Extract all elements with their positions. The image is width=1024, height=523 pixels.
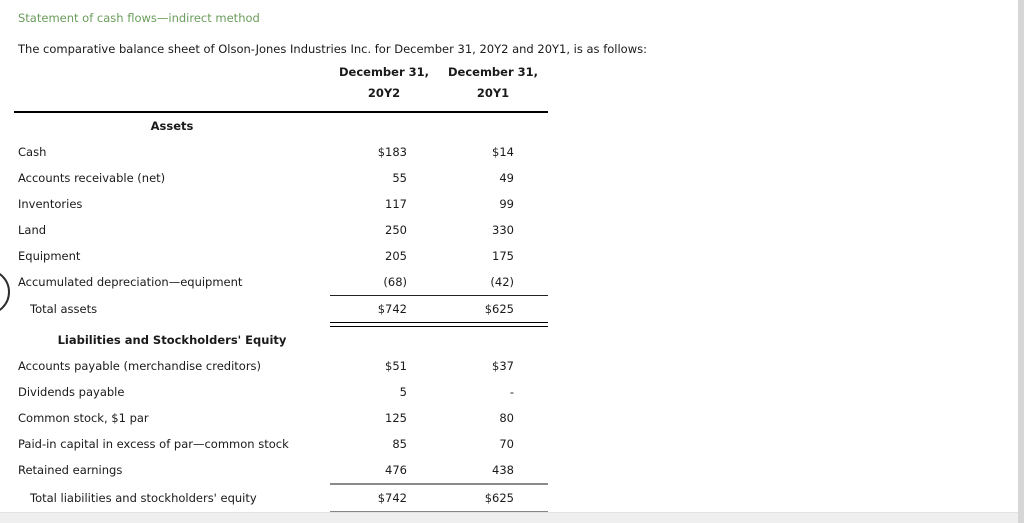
row-value-20y2: 55 — [392, 171, 407, 185]
section-label: Assets — [150, 119, 194, 133]
total-label: Total liabilities and stockholders' equi… — [30, 491, 257, 505]
row-label: Accumulated depreciation—equipment — [18, 275, 243, 289]
row-value-20y2: 205 — [385, 249, 407, 263]
row-value-20y2: 250 — [385, 223, 407, 237]
row-value-20y1: $14 — [492, 145, 514, 159]
row-label: Dividends payable — [18, 385, 125, 399]
header-spacer — [14, 62, 330, 104]
row-value-20y1: (42) — [490, 275, 514, 289]
row-value-20y1: 80 — [499, 411, 514, 425]
row-value-20y1: 49 — [499, 171, 514, 185]
row-value-20y2: 476 — [385, 463, 407, 477]
row-label: Accounts receivable (net) — [18, 171, 166, 185]
row-label: Paid-in capital in excess of par—common … — [18, 437, 289, 451]
row-label: Cash — [18, 145, 47, 159]
total-label: Total assets — [30, 302, 98, 316]
table-row: Accounts payable (merchandise creditors)… — [14, 353, 548, 379]
row-label: Inventories — [18, 197, 83, 211]
row-label: Common stock, $1 par — [18, 411, 149, 425]
column-header-20y1-line2: 20Y1 — [476, 86, 510, 100]
row-value-20y2: $183 — [377, 145, 407, 159]
section-row-assets: Assets — [14, 113, 548, 139]
vertical-scrollbar[interactable] — [1018, 0, 1024, 523]
table-row: Cash $183 $14 — [14, 139, 548, 165]
row-value-20y2: 5 — [399, 385, 407, 399]
column-header-20y2: December 31, 20Y2 — [330, 62, 438, 104]
column-header-20y2-line2: 20Y2 — [367, 86, 401, 100]
column-header-20y1: December 31, 20Y1 — [438, 62, 548, 104]
page-title: Statement of cash flows—indirect method — [18, 11, 260, 25]
row-label: Equipment — [18, 249, 81, 263]
row-value-20y1: 99 — [499, 197, 514, 211]
row-label: Land — [18, 223, 47, 237]
row-value-20y1: - — [509, 385, 514, 399]
section-row-liabilities: Liabilities and Stockholders' Equity — [14, 327, 548, 353]
row-value-20y1: $37 — [492, 359, 514, 373]
intro-text: The comparative balance sheet of Olson-J… — [18, 42, 647, 56]
balance-sheet-table: December 31, 20Y2 December 31, 20Y1 Asse… — [14, 62, 548, 515]
total-assets-row: Total assets $742 $625 — [14, 296, 548, 322]
row-value-20y1: 70 — [499, 437, 514, 451]
row-value-20y2: 125 — [385, 411, 407, 425]
subtotal-rule-row — [14, 295, 548, 296]
total-value-20y2: $742 — [377, 491, 407, 505]
total-value-20y2: $742 — [377, 302, 407, 316]
cutoff-content-band — [0, 512, 1024, 523]
row-value-20y1: 330 — [492, 223, 514, 237]
table-row: Paid-in capital in excess of par—common … — [14, 431, 548, 457]
table-row: Land 250 330 — [14, 217, 548, 243]
row-label: Accounts payable (merchandise creditors) — [18, 359, 262, 373]
double-rule — [330, 322, 548, 327]
table-row: Retained earnings 476 438 — [14, 457, 548, 483]
total-value-20y1: $625 — [484, 491, 514, 505]
annotation-circle — [0, 269, 10, 315]
row-value-20y2: 85 — [392, 437, 407, 451]
table-row: Equipment 205 175 — [14, 243, 548, 269]
row-value-20y2: $51 — [385, 359, 407, 373]
table-header: December 31, 20Y2 December 31, 20Y1 — [14, 62, 548, 113]
table-row: Accounts receivable (net) 55 49 — [14, 165, 548, 191]
column-header-20y1-line1: December 31, — [447, 65, 539, 79]
column-header-20y2-line1: December 31, — [338, 65, 430, 79]
table-row: Dividends payable 5 - — [14, 379, 548, 405]
subtotal-rule-row — [14, 483, 548, 485]
total-liabilities-row: Total liabilities and stockholders' equi… — [14, 485, 548, 511]
row-value-20y1: 175 — [492, 249, 514, 263]
section-label: Liabilities and Stockholders' Equity — [57, 333, 287, 347]
total-value-20y1: $625 — [484, 302, 514, 316]
subtotal-rule — [330, 295, 548, 296]
table-row: Accumulated depreciation—equipment (68) … — [14, 269, 548, 295]
row-value-20y2: (68) — [383, 275, 407, 289]
row-label: Retained earnings — [18, 463, 123, 477]
subtotal-rule — [330, 483, 548, 485]
grand-total-rule-row — [14, 322, 548, 327]
table-row: Common stock, $1 par 125 80 — [14, 405, 548, 431]
row-value-20y2: 117 — [385, 197, 407, 211]
table-row: Inventories 117 99 — [14, 191, 548, 217]
row-value-20y1: 438 — [492, 463, 514, 477]
